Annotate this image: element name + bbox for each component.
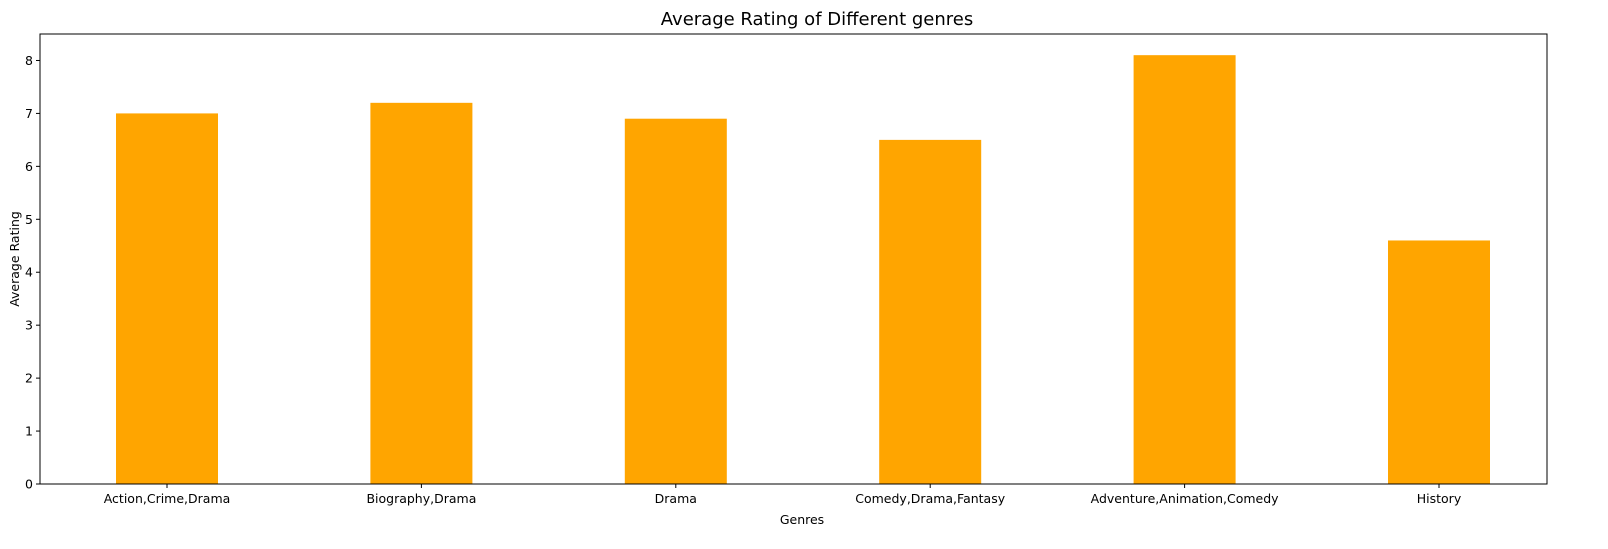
x-tick-label: History: [1417, 491, 1462, 506]
y-tick-label: 4: [25, 265, 33, 280]
y-tick-label: 5: [25, 212, 33, 227]
y-axis-label: Average Rating: [7, 211, 22, 307]
x-axis-label: Genres: [780, 512, 824, 527]
plot-frame: [39, 33, 1548, 485]
x-tick-label: Comedy,Drama,Fantasy: [855, 491, 1005, 506]
bar: [1388, 240, 1490, 484]
bars-group: [116, 55, 1490, 485]
bar: [1133, 55, 1236, 484]
x-axis: Action,Crime,Drama Biography,Drama Drama Co…: [104, 484, 1462, 506]
chart-title: Average Rating of Different genres: [661, 9, 973, 30]
y-tick-label: 2: [25, 371, 33, 386]
bar: [624, 118, 727, 485]
y-tick-label: 7: [25, 106, 33, 121]
y-axis: 0 1 2 3 4 5 6 7 8: [25, 53, 40, 492]
y-tick-label: 1: [25, 424, 33, 439]
x-tick-label: Adventure,Animation,Comedy: [1091, 491, 1280, 506]
y-tick-label: 0: [25, 477, 33, 492]
x-tick-label: Drama: [655, 491, 697, 506]
y-tick-label: 3: [25, 318, 33, 333]
y-tick-label: 8: [25, 53, 33, 68]
bar: [879, 139, 982, 484]
y-tick-label: 6: [25, 159, 33, 174]
bar: [370, 102, 473, 484]
x-tick-label: Action,Crime,Drama: [104, 491, 231, 506]
x-tick-label: Biography,Drama: [366, 491, 476, 506]
bar: [116, 113, 218, 484]
